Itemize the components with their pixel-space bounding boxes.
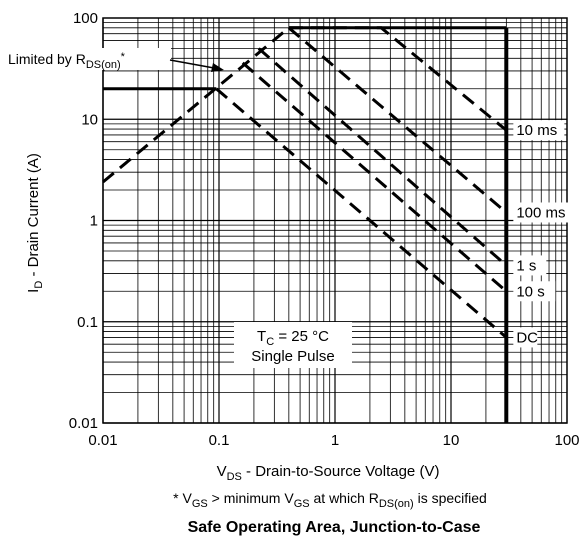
y-axis-label: ID - Drain Current (A) [25,153,45,293]
series-label-bg [513,327,538,348]
series-label-bg [513,202,574,223]
series-label: 10 ms [516,122,557,139]
x-tick-label: 0.01 [88,432,117,449]
y-tick-label: 0.1 [77,314,98,331]
limited-by-annotation: Limited by RDS(on)* [8,51,126,71]
chart-title: Safe Operating Area, Junction-to-Case [188,519,481,536]
x-tick-label: 1 [331,432,339,449]
series-line-100-ms [287,26,508,214]
x-tick-label: 100 [554,432,579,449]
y-tick-label: 10 [81,111,98,128]
series-label: 10 s [516,283,544,300]
series-label: DC [516,329,538,346]
x-tick-label: 0.1 [209,432,230,449]
y-tick-label: 100 [73,10,98,27]
series-label-bg [513,120,565,141]
limited-by-arrow-line [169,59,215,69]
limited-by-arrow-head [211,63,224,72]
series-label: 1 s [516,257,536,274]
series-labels: 10 ms 100 ms 1 s 10 s DC [513,120,574,348]
tc-annotation: TC = 25 °C [257,328,329,348]
rds-limit-line [102,26,290,184]
pulse-annotation: Single Pulse [251,348,334,365]
footnote: * VGS > minimum VGS at which RDS(on) is … [173,490,487,510]
limited-by-bg [6,48,171,70]
y-tick-label: 1 [90,213,98,230]
series-line-10-s [241,61,508,293]
series-label: 100 ms [516,204,565,221]
tick-labels: 0.01 0.1 1 10 100 0.01 0.1 1 10 100 [69,10,580,449]
x-tick-label: 10 [443,432,460,449]
series-line-1-s [257,47,508,267]
series-label-bg [513,255,547,276]
chart-curves [102,26,509,423]
series-label-bg [513,281,556,302]
x-axis-label: VDS - Drain-to-Source Voltage (V) [217,463,440,483]
conditions-box [234,322,352,368]
series-line-dc [215,87,508,339]
series-line-10-ms [288,26,508,132]
y-tick-label: 0.01 [69,415,98,432]
